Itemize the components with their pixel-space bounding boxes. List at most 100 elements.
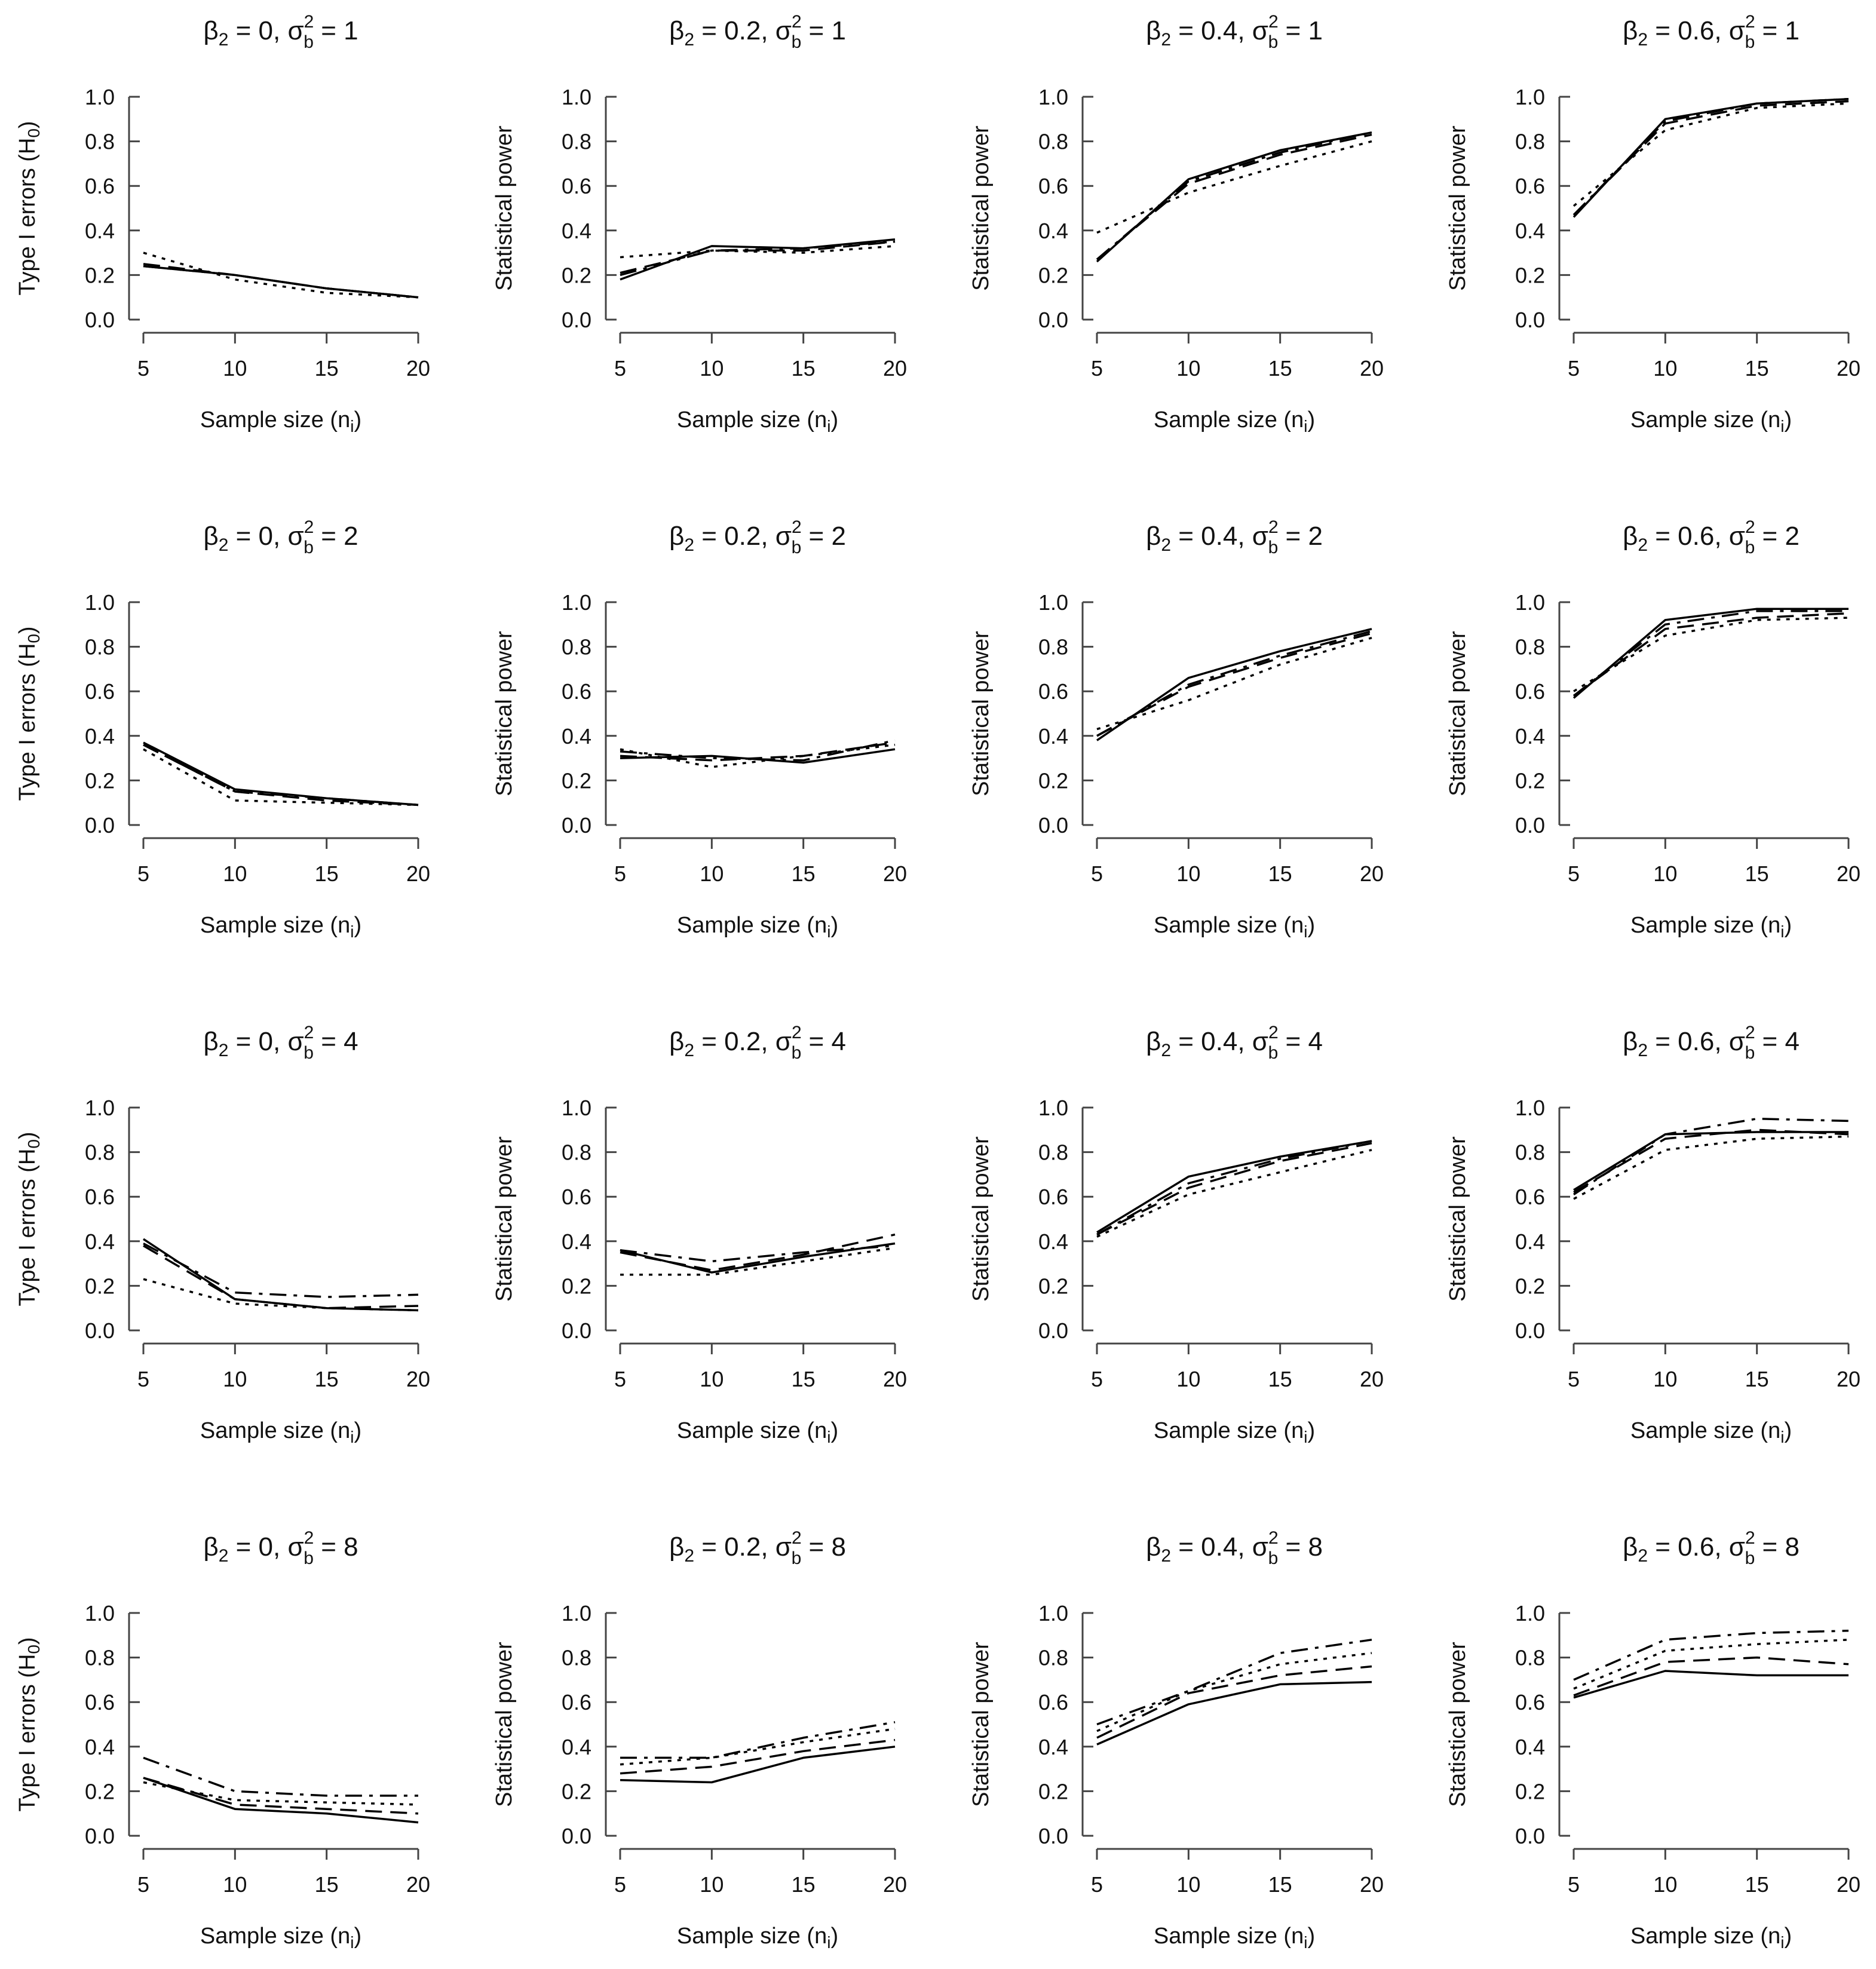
series-line-dotted [1573, 1135, 1849, 1200]
y-tick-label: 0.6 [1515, 1690, 1545, 1715]
x-tick-label: 15 [315, 356, 339, 381]
x-tick-label: 5 [1568, 861, 1580, 886]
y-tick-label: 0.4 [1515, 1735, 1545, 1759]
x-axis-label: Sample size (ni) [677, 1418, 838, 1446]
y-tick-label: 0.4 [85, 724, 115, 749]
x-tick-label: 5 [1568, 356, 1580, 381]
y-tick-label: 0.8 [1515, 130, 1545, 154]
series-line-dotted [1572, 102, 1849, 207]
series-line-dotted [1096, 1149, 1372, 1238]
panel-11: β2 = 0.4, σ2 b = 4 0.0 0.2 0.4 0.6 0.8 1.0 5 10 15… [968, 1023, 1384, 1446]
y-axis-label: Statistical power [492, 1136, 517, 1302]
x-tick-label: 10 [1653, 1872, 1677, 1897]
y-tick-label: 0.6 [562, 679, 591, 704]
x-tick-label: 5 [614, 356, 626, 381]
y-tick-label: 0.8 [1038, 1646, 1068, 1670]
y-tick-label: 0.0 [1038, 1824, 1068, 1848]
y-axis-label: Statistical power [968, 125, 994, 291]
x-tick-label: 20 [883, 356, 907, 381]
series-line-solid [1096, 1140, 1372, 1234]
y-tick-label: 0.6 [85, 679, 115, 704]
x-tick-label: 15 [1745, 1872, 1769, 1897]
series-line-dashed [620, 741, 896, 762]
series-line-dashed [620, 1738, 896, 1775]
y-tick-label: 0.6 [1515, 1185, 1545, 1209]
y-axis-label: Type I errors (H0) [15, 1131, 43, 1306]
x-tick-label: 20 [1360, 1367, 1384, 1391]
panel-title: β2 = 0.2, σ2 b = 2 [669, 517, 846, 557]
y-tick-label: 0.6 [562, 1185, 591, 1209]
y-tick-label: 1.0 [1515, 590, 1545, 615]
y-tick-label: 0.6 [85, 1690, 115, 1715]
panel-title: β2 = 0.4, σ2 b = 8 [1146, 1528, 1323, 1568]
y-tick-label: 0.0 [85, 308, 115, 332]
y-tick-label: 0.8 [1038, 130, 1068, 154]
y-tick-label: 0.4 [562, 724, 591, 749]
x-tick-label: 5 [137, 1872, 149, 1897]
y-tick-label: 0.2 [1515, 768, 1545, 793]
x-axis-label: Sample size (ni) [200, 407, 361, 435]
series-line-solid [143, 741, 419, 806]
series-line-dashdot [143, 744, 419, 806]
y-axis-label: Statistical power [1445, 1136, 1470, 1302]
series-line-dashed [143, 744, 419, 806]
x-tick-label: 10 [223, 861, 247, 886]
y-tick-label: 0.4 [85, 219, 115, 243]
series-line-dotted [143, 748, 419, 806]
panel-title: β2 = 0.2, σ2 b = 8 [669, 1528, 846, 1568]
y-tick-label: 0.2 [562, 1779, 591, 1804]
y-tick-label: 0.0 [1515, 308, 1545, 332]
panel-7: β2 = 0.4, σ2 b = 2 0.0 0.2 0.4 0.6 0.8 1.0 5 10 15… [968, 517, 1384, 941]
x-tick-label: 20 [1360, 861, 1384, 886]
y-tick-label: 0.8 [562, 635, 591, 660]
series-line-dashdot [1096, 630, 1372, 737]
x-tick-label: 20 [1837, 1367, 1860, 1391]
series-line-dotted [1096, 140, 1372, 234]
panel-15: β2 = 0.4, σ2 b = 8 0.0 0.2 0.4 0.6 0.8 1.0 5 10 15… [968, 1528, 1384, 1952]
x-tick-label: 5 [1568, 1367, 1580, 1391]
panel-6: β2 = 0.2, σ2 b = 2 0.0 0.2 0.4 0.6 0.8 1.0 5 10 15… [492, 517, 907, 941]
y-tick-label: 0.0 [85, 1318, 115, 1343]
series-line-solid [1573, 1670, 1849, 1699]
y-tick-label: 0.2 [85, 1779, 115, 1804]
series-line-solid [143, 1238, 419, 1312]
panel-14: β2 = 0.2, σ2 b = 8 0.0 0.2 0.4 0.6 0.8 1.0 5 10 15… [492, 1528, 907, 1952]
y-tick-label: 0.8 [85, 130, 115, 154]
y-tick-label: 0.8 [1038, 635, 1068, 660]
x-tick-label: 10 [1176, 861, 1200, 886]
x-tick-label: 20 [406, 861, 430, 886]
x-tick-label: 15 [1268, 1872, 1292, 1897]
series-line-dotted [620, 245, 896, 259]
x-axis-label: Sample size (ni) [677, 913, 838, 941]
series-line-dotted [143, 1781, 419, 1806]
panel-3: β2 = 0.4, σ2 b = 1 0.0 0.2 0.4 0.6 0.8 1.0 5 10 15… [968, 12, 1384, 435]
panel-5: β2 = 0, σ2 b = 2 0.0 0.2 0.4 0.6 0.8 1.0 5 10 15 20… [15, 517, 430, 941]
x-tick-label: 10 [1176, 1367, 1200, 1391]
y-tick-label: 0.8 [562, 1646, 591, 1670]
y-tick-label: 1.0 [562, 590, 591, 615]
x-tick-label: 20 [1837, 356, 1860, 381]
x-tick-label: 5 [1091, 1872, 1103, 1897]
x-tick-label: 5 [614, 1367, 626, 1391]
y-tick-label: 0.8 [85, 1140, 115, 1165]
panel-title: β2 = 0, σ2 b = 8 [203, 1528, 358, 1568]
x-axis-label: Sample size (ni) [1154, 1924, 1315, 1952]
x-tick-label: 10 [223, 1872, 247, 1897]
series-line-dotted [620, 743, 896, 768]
y-tick-label: 0.4 [562, 1229, 591, 1254]
y-tick-label: 0.8 [562, 130, 591, 154]
x-tick-label: 20 [1837, 861, 1860, 886]
series-line-dashed [620, 1233, 896, 1272]
panel-title: β2 = 0, σ2 b = 2 [203, 517, 358, 557]
y-axis-label: Statistical power [1445, 631, 1470, 796]
y-tick-label: 0.4 [1038, 1735, 1068, 1759]
y-tick-label: 0.4 [562, 219, 591, 243]
y-tick-label: 1.0 [562, 85, 591, 109]
series-line-dotted [1573, 617, 1849, 692]
series-line-dashed [1572, 612, 1849, 697]
x-tick-label: 15 [1745, 1367, 1769, 1391]
panel-title: β2 = 0.6, σ2 b = 8 [1623, 1528, 1800, 1568]
y-tick-label: 1.0 [85, 590, 115, 615]
y-tick-label: 0.0 [1515, 813, 1545, 838]
y-tick-label: 0.8 [1515, 635, 1545, 660]
